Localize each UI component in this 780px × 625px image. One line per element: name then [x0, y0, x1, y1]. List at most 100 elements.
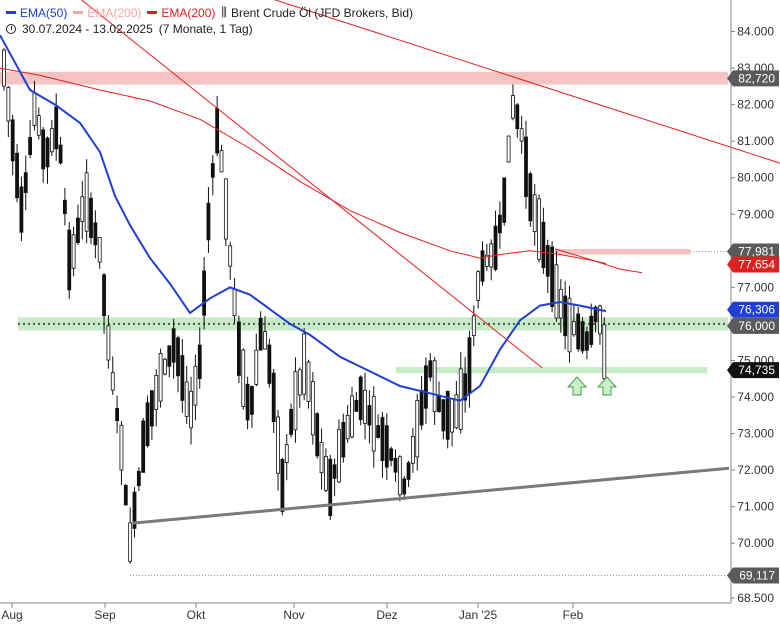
candle-up — [241, 349, 246, 408]
price-marker-box — [727, 256, 779, 273]
candle-up — [193, 365, 198, 406]
trendlines — [80, 0, 780, 525]
candle-up — [511, 95, 515, 119]
y-tick-label: 77.000 — [737, 280, 774, 294]
candle-down — [493, 225, 498, 270]
price-marker: 82,720 — [727, 70, 779, 87]
legend: EMA(50) EMA(200) EMA(200) ⫼ Brent Crude … — [6, 5, 413, 20]
candle-down — [67, 229, 72, 291]
candle-up — [323, 455, 328, 491]
candle-down — [524, 136, 528, 197]
candle-up — [598, 305, 602, 335]
candle-up — [345, 414, 350, 440]
y-tick-label: 79.000 — [737, 207, 774, 221]
candle-down — [576, 313, 581, 350]
x-tick-label: Jan '25 — [459, 608, 498, 622]
candle-down — [176, 337, 180, 377]
candle-up — [36, 115, 41, 136]
y-tick-label: 82.000 — [737, 98, 774, 112]
candle-down — [123, 485, 128, 506]
candle-down — [236, 321, 241, 376]
candle-down — [545, 245, 550, 277]
y-tick-label: 73.000 — [737, 427, 774, 441]
price-marker-box — [727, 362, 779, 379]
candle-up — [415, 400, 420, 458]
price-marker: 74,735 — [727, 362, 779, 379]
candle-up — [84, 172, 89, 232]
x-tick-label: Sep — [94, 608, 116, 622]
candle-up — [276, 416, 280, 474]
indicator-lines — [0, 34, 643, 402]
y-tick-label: 72.000 — [737, 463, 774, 477]
x-tick-label: Dez — [376, 608, 397, 622]
support-small — [396, 367, 707, 374]
candle-down — [115, 408, 119, 422]
candle-up — [397, 456, 402, 496]
candle-up — [302, 333, 307, 395]
candle-down — [250, 386, 254, 415]
candle-down — [502, 177, 507, 223]
ema200-light-swatch — [73, 11, 84, 14]
candle-up — [232, 288, 237, 317]
y-tick-label: 84.000 — [737, 25, 774, 39]
candle-down — [15, 152, 19, 199]
candle-up — [32, 92, 37, 126]
legend-ema50-label: EMA(50) — [20, 5, 68, 20]
candle-down — [424, 365, 428, 409]
candle-down — [437, 394, 441, 412]
candle-down — [89, 197, 93, 238]
candle-up — [519, 128, 524, 142]
candlestick-icon: ⫼ — [221, 5, 227, 19]
candle-up — [184, 381, 189, 417]
instrument-label: Brent Crude Öl (JFD Brokers, Bid) — [230, 5, 413, 20]
ema200-swatch — [147, 11, 158, 14]
price-marker-box — [727, 243, 779, 260]
date-range: 30.07.2024 - 13.02.2025 — [22, 22, 153, 36]
y-tick-label: 80.000 — [737, 171, 774, 185]
candle-up — [350, 395, 354, 438]
candle-down — [41, 129, 46, 170]
candle-down — [141, 420, 146, 473]
candle-up — [223, 178, 228, 240]
candle-up — [554, 264, 559, 319]
price-marker: 77,981 — [727, 243, 779, 260]
inner-downtrend — [80, 0, 543, 369]
candle-up — [558, 288, 563, 319]
candle-down — [202, 270, 207, 316]
candle-down — [441, 399, 446, 432]
candle-down — [289, 408, 294, 435]
legend-ema200-light-label: EMA(200) — [87, 5, 142, 20]
candle-down — [376, 425, 381, 438]
candle-down — [171, 328, 176, 363]
candle-down — [10, 119, 15, 162]
candle-down — [271, 372, 276, 422]
price-marker-box — [727, 317, 779, 334]
candle-down — [528, 173, 533, 222]
y-tick-label: 70.000 — [737, 536, 774, 550]
ema200-short-line — [554, 248, 643, 274]
candle-down — [132, 491, 137, 529]
candle-down — [358, 376, 363, 421]
subtitle: 30.07.2024 - 13.02.2025 (7 Monate, 1 Tag… — [6, 22, 253, 36]
candle-up — [110, 372, 115, 391]
candle-up — [219, 150, 224, 173]
candle-down — [384, 425, 389, 468]
candle-down — [445, 390, 450, 440]
candle-up — [106, 325, 111, 361]
candle-up — [297, 369, 302, 396]
y-tick-label: 81.000 — [737, 134, 774, 148]
candle-up — [602, 324, 607, 380]
up-arrow-icon — [596, 376, 618, 396]
price-marker: 76,000 — [727, 317, 779, 334]
candle-up — [306, 361, 311, 402]
candle-up — [80, 196, 85, 222]
candle-down — [428, 360, 433, 378]
candle-down — [541, 221, 546, 269]
legend-ema50[interactable]: EMA(50) — [6, 6, 67, 20]
candle-up — [97, 237, 102, 263]
candle-up — [532, 194, 537, 232]
candle-down — [497, 214, 502, 234]
legend-ema200[interactable]: EMA(200) — [147, 6, 215, 20]
legend-ema200-light[interactable]: EMA(200) — [73, 6, 141, 20]
